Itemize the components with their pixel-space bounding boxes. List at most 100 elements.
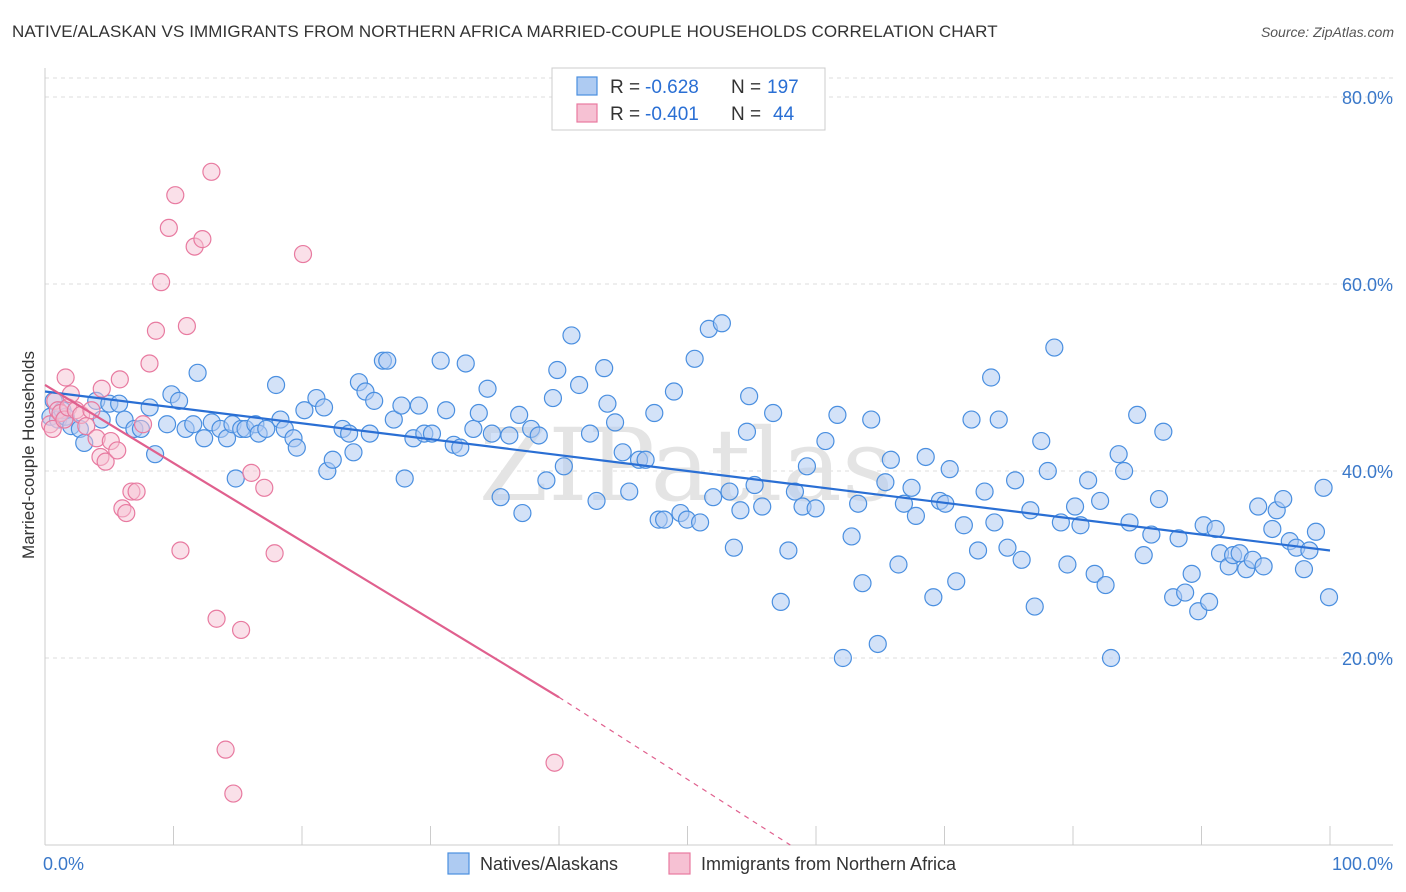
data-point-natives [360, 424, 379, 443]
data-point-immigrants [96, 452, 115, 471]
data-point-natives [456, 354, 475, 373]
data-point-natives [962, 410, 981, 429]
data-point-immigrants [166, 186, 185, 205]
data-point-immigrants [159, 218, 178, 237]
data-point-natives [510, 405, 529, 424]
data-point-natives [1109, 445, 1128, 464]
data-point-natives [894, 494, 914, 513]
stats-blue-n-label: N = [731, 77, 761, 98]
y-tick-label: 60.0% [1342, 275, 1393, 295]
data-point-immigrants [110, 370, 129, 389]
data-point-natives [849, 494, 868, 513]
data-point-natives [842, 527, 861, 546]
y-axis-label: Married-couple Households [19, 351, 38, 559]
legend: Natives/Alaskans Immigrants from Norther… [447, 852, 957, 875]
data-point-immigrants [202, 162, 221, 181]
data-point-natives [902, 478, 921, 497]
data-point-natives [906, 506, 926, 525]
y-tick-label: 40.0% [1342, 462, 1393, 482]
data-point-natives [985, 513, 1004, 532]
data-point-natives [1045, 338, 1064, 357]
watermark: ZIPatlas [479, 407, 894, 524]
data-point-natives [580, 424, 600, 443]
stats-blue-r-value: -0.628 [645, 77, 699, 98]
data-point-natives [1274, 489, 1293, 509]
data-point-natives [1176, 583, 1195, 602]
data-point-natives [881, 450, 900, 469]
legend-label-natives: Natives/Alaskans [480, 854, 618, 874]
data-point-natives [636, 450, 655, 469]
x-tick-label: 0.0% [43, 854, 84, 874]
trend-line-immigrants [44, 384, 560, 699]
data-point-natives [1263, 519, 1282, 539]
data-point-natives [1091, 491, 1110, 511]
data-point-natives [226, 469, 245, 488]
data-point-natives [720, 482, 739, 501]
data-point-natives [562, 326, 581, 345]
data-point-immigrants [242, 463, 261, 482]
data-point-natives [724, 538, 743, 557]
y-tick-label: 80.0% [1342, 88, 1393, 108]
data-point-natives [833, 648, 852, 668]
data-point-immigrants [140, 354, 159, 373]
data-point-natives [469, 403, 488, 423]
data-point-immigrants [231, 620, 251, 640]
data-point-natives [500, 426, 519, 445]
data-point-natives [690, 513, 710, 532]
data-point-natives [1085, 564, 1104, 583]
trend-lines [44, 384, 1331, 846]
data-point-natives [587, 491, 606, 511]
data-point-natives [482, 424, 501, 443]
trend-line-immigrants-extension [558, 696, 791, 846]
data-point-natives [188, 363, 207, 382]
data-point-natives [569, 375, 589, 395]
data-point-natives [1306, 522, 1326, 541]
data-point-natives [1249, 497, 1268, 516]
data-point-natives [868, 634, 887, 654]
data-point-natives [1128, 405, 1147, 424]
series-natives-alaskans [41, 314, 1339, 668]
data-point-natives [645, 403, 664, 423]
stats-blue-swatch [576, 76, 598, 96]
data-point-natives [764, 403, 783, 423]
data-point-immigrants [224, 784, 243, 803]
data-point-natives [323, 450, 342, 469]
data-point-natives [704, 488, 723, 507]
data-point-natives [287, 438, 306, 457]
data-point-immigrants [207, 609, 226, 628]
data-point-immigrants [293, 244, 313, 264]
stats-pink-r-label: R = [610, 104, 640, 125]
data-point-natives [409, 396, 428, 415]
data-point-natives [184, 415, 203, 434]
data-point-immigrants [265, 544, 284, 563]
stats-pink-n-label: N = [731, 104, 761, 125]
data-point-natives [664, 382, 684, 401]
data-point-natives [889, 555, 908, 574]
data-point-natives [598, 394, 617, 413]
data-point-natives [1200, 592, 1219, 612]
data-point-natives [384, 410, 403, 429]
data-point-natives [876, 473, 895, 492]
data-point-immigrants [171, 541, 190, 560]
data-point-natives [1032, 431, 1051, 451]
x-tick-label: 100.0% [1332, 854, 1393, 874]
data-point-natives [1169, 529, 1188, 548]
data-point-natives [785, 482, 805, 501]
data-point-natives [365, 391, 384, 410]
stats-pink-r-value: -0.401 [645, 104, 699, 125]
data-point-immigrants [216, 740, 235, 759]
y-tick-label: 20.0% [1342, 649, 1393, 669]
data-point-natives [344, 443, 363, 462]
data-point-natives [548, 360, 567, 380]
data-point-natives [779, 541, 798, 560]
data-point-natives [431, 351, 450, 370]
data-point-natives [916, 447, 935, 467]
data-point-natives [378, 351, 397, 370]
data-point-natives [537, 471, 556, 490]
data-point-natives [771, 592, 790, 612]
data-point-natives [968, 541, 988, 560]
data-point-natives [753, 497, 772, 516]
data-point-natives [1012, 550, 1031, 569]
data-point-natives [1101, 648, 1121, 668]
data-point-natives [266, 375, 286, 395]
